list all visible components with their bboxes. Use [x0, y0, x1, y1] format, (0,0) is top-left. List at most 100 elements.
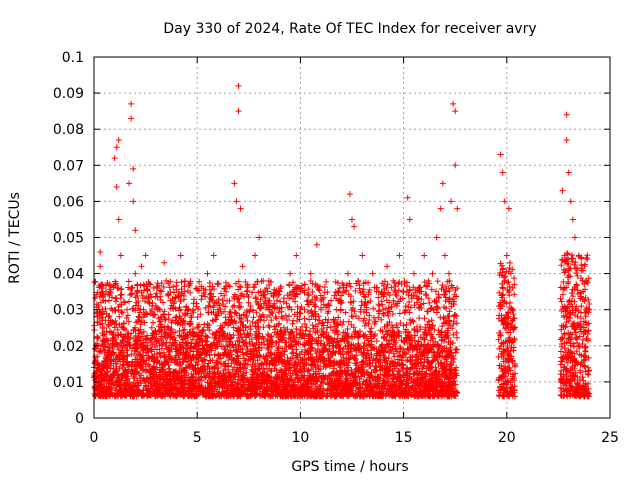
data-point: [312, 303, 319, 310]
data-point: [396, 310, 403, 317]
grid-lines: [94, 57, 610, 418]
data-point: [318, 297, 325, 304]
data-point: [216, 382, 223, 389]
data-point: [262, 393, 269, 400]
data-point: [265, 322, 272, 329]
data-point: [300, 332, 307, 339]
data-point: [247, 341, 254, 348]
data-point: [113, 340, 120, 347]
data-point: [361, 322, 368, 329]
data-point: [195, 346, 202, 353]
data-point: [301, 372, 308, 379]
data-point: [222, 319, 229, 326]
data-point: [299, 341, 306, 348]
data-point: [433, 309, 440, 316]
data-point: [315, 340, 322, 347]
data-point: [325, 361, 332, 368]
data-point: [185, 392, 192, 399]
data-point: [98, 281, 105, 288]
data-point: [112, 387, 119, 394]
data-point: [189, 353, 196, 360]
data-point: [123, 392, 130, 399]
data-point: [414, 347, 421, 354]
data-point: [260, 388, 267, 395]
data-point: [225, 356, 232, 363]
data-point: [304, 309, 311, 316]
data-point: [380, 386, 387, 393]
data-point: [177, 376, 184, 383]
data-point: [438, 328, 445, 335]
data-point: [187, 362, 194, 369]
data-point: [336, 367, 343, 374]
data-point: [159, 341, 166, 348]
data-point: [375, 294, 382, 301]
data-point: [429, 382, 436, 389]
data-point: [445, 351, 452, 358]
data-point: [124, 312, 131, 319]
data-point: [198, 377, 205, 384]
data-point: [228, 382, 235, 389]
data-point: [363, 378, 370, 385]
data-point: [397, 343, 404, 350]
data-point: [170, 300, 177, 307]
data-point: [251, 390, 258, 397]
data-point: [136, 370, 143, 377]
data-point: [121, 385, 128, 392]
data-point: [361, 315, 368, 322]
data-point: [389, 359, 396, 366]
data-point: [174, 388, 181, 395]
data-point: [301, 315, 308, 322]
data-point: [185, 281, 192, 288]
data-point: [216, 338, 223, 345]
data-point: [247, 323, 254, 330]
data-point: [395, 368, 402, 375]
data-point: [323, 278, 330, 285]
data-point: [172, 367, 179, 374]
data-point: [163, 358, 170, 365]
data-point: [158, 336, 165, 343]
data-point: [425, 295, 432, 302]
data-point: [158, 345, 165, 352]
data-point: [362, 319, 369, 326]
data-point: [204, 334, 211, 341]
data-point: [301, 335, 308, 342]
data-point: [340, 346, 347, 353]
data-point: [279, 361, 286, 368]
data-point: [299, 382, 306, 389]
data-point: [145, 361, 152, 368]
data-point: [123, 359, 130, 366]
data-point: [165, 351, 172, 358]
data-point: [139, 367, 146, 374]
data-point: [448, 349, 455, 356]
data-point: [138, 392, 145, 399]
data-point: [420, 300, 427, 307]
data-point: [400, 346, 407, 353]
data-point: [159, 392, 166, 399]
data-point: [229, 341, 236, 348]
data-point: [118, 391, 125, 398]
data-point: [271, 351, 278, 358]
data-point: [118, 377, 125, 384]
data-point: [236, 392, 243, 399]
data-point: [445, 285, 452, 292]
data-point: [228, 317, 235, 324]
data-point: [381, 372, 388, 379]
data-point: [329, 338, 336, 345]
data-point: [294, 375, 301, 382]
data-point: [125, 318, 132, 325]
data-point: [177, 298, 184, 305]
data-point: [130, 375, 137, 382]
data-point: [348, 341, 355, 348]
data-point: [355, 315, 362, 322]
data-point: [363, 369, 370, 376]
data-point: [103, 383, 110, 390]
data-point: [247, 303, 254, 310]
data-point: [176, 372, 183, 379]
data-point: [336, 285, 343, 292]
data-point: [280, 332, 287, 339]
data-point: [345, 291, 352, 298]
data-point: [454, 285, 461, 292]
data-point: [176, 362, 183, 369]
data-point: [176, 356, 183, 363]
data-point: [206, 291, 213, 298]
